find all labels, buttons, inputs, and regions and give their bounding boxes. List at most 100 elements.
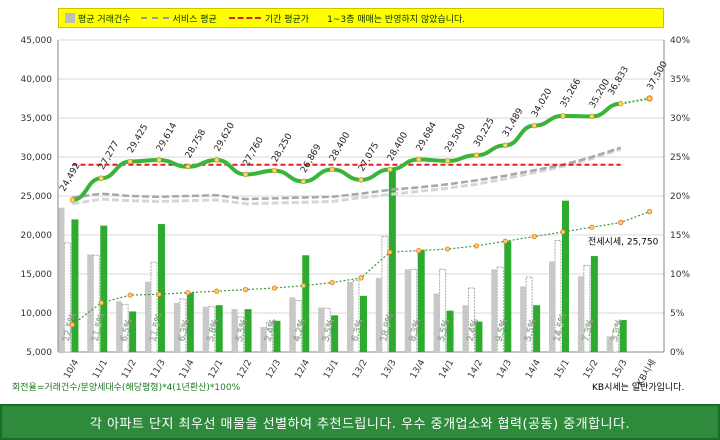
green-bar — [244, 309, 252, 352]
sale-price-label: 35,266 — [559, 77, 584, 110]
legend-service-label: 서비스 평균 — [172, 14, 217, 25]
sale-price-label: 36,833 — [607, 65, 631, 97]
right-axis-tick-label: 30% — [670, 114, 690, 124]
x-axis-tick-label: 13/4 — [409, 358, 428, 381]
jeonse-point — [589, 224, 595, 230]
legend: 평균 거래건수 서비스 평균 기간 평균가 1~3층 매매는 반영하지 않았습니… — [58, 8, 664, 28]
left-axis-tick-label: 15,000 — [21, 270, 53, 280]
jeonse-point — [242, 286, 249, 293]
x-axis-tick-label: 14/3 — [495, 358, 514, 381]
sale-price-label: 28,400 — [386, 130, 411, 163]
right-axis-tick-label: 25% — [670, 153, 690, 163]
sale-price-label: 28,758 — [184, 128, 209, 161]
legend-avg-item: 기간 평균가 — [228, 12, 310, 25]
jeonse-point — [473, 243, 480, 249]
left-axis-tick-label: 20,000 — [21, 231, 53, 241]
gray-bar — [404, 269, 411, 352]
gray-bar — [462, 305, 469, 352]
gray-bar — [577, 276, 584, 352]
green-bar — [215, 305, 223, 352]
sale-price-point — [358, 177, 364, 183]
sale-price-label: 24,492 — [58, 161, 82, 193]
jeonse-point — [69, 322, 76, 328]
gray-bar — [231, 309, 238, 352]
green-bar — [360, 295, 367, 352]
jeonse-point — [416, 248, 422, 254]
legend-bar-item: 평균 거래건수 — [65, 12, 131, 25]
jeonse-point — [358, 275, 364, 281]
sale-price-line — [72, 101, 621, 202]
sale-price-point — [214, 157, 220, 163]
sale-price-point — [560, 113, 566, 119]
legend-red-dash-swatch — [228, 17, 261, 19]
sale-price-label: 30,225 — [472, 116, 496, 148]
x-axis-tick-label: 12/2 — [236, 358, 255, 381]
jeonse-point — [560, 229, 566, 235]
sale-price-point — [618, 101, 624, 107]
sale-price-label: 28,250 — [270, 132, 295, 165]
green-bar — [619, 320, 627, 352]
green-bar — [388, 168, 396, 352]
sale-price-point — [473, 152, 480, 158]
gray-outline-bar — [323, 307, 331, 353]
sale-price-point — [271, 167, 278, 174]
green-bar — [71, 219, 79, 352]
sale-price-point — [416, 156, 422, 163]
green-bar — [475, 321, 483, 352]
jeonse-point — [444, 246, 451, 252]
right-axis-tick-label: 10% — [670, 270, 690, 280]
green-bar — [533, 305, 541, 352]
sale-price-point — [502, 142, 508, 149]
sale-price-label: 29,614 — [155, 121, 180, 154]
gray-outline-bar — [467, 287, 475, 353]
right-axis-tick-label: 35% — [670, 75, 690, 85]
green-bar — [100, 225, 108, 352]
kb-note: KB시세는 일반가입니다. — [592, 381, 684, 393]
gray-bar — [202, 306, 209, 352]
jeonse-point — [271, 285, 278, 291]
green-bar — [302, 255, 310, 352]
gray-outline-bar — [294, 300, 302, 353]
gray-bar — [375, 277, 382, 352]
jeonse-point — [646, 209, 653, 215]
sale-price-point — [242, 171, 249, 178]
gray-bar — [433, 293, 440, 352]
green-bar — [446, 310, 454, 352]
jeonse-point — [300, 283, 306, 289]
gray-bar — [145, 281, 151, 352]
x-axis-tick-label: 13/3 — [380, 358, 399, 381]
x-axis-tick-label: 14/4 — [524, 358, 543, 381]
x-axis-tick-label: 15/1 — [553, 358, 572, 381]
left-axis-tick-label: 35,000 — [21, 114, 53, 124]
right-axis-tick-label: 40% — [670, 36, 690, 46]
x-axis-tick-label: 12/3 — [264, 358, 283, 381]
sale-price-label: 28,400 — [328, 130, 353, 163]
gray-outline-bar — [121, 303, 129, 353]
sale-price-label: 29,425 — [126, 123, 150, 155]
legend-bar-swatch — [65, 13, 75, 23]
x-axis-tick-label: 15/2 — [582, 358, 601, 381]
legend-note: 1~3층 매매는 반영하지 않았습니다. — [327, 14, 466, 25]
sale-price-label: 29,684 — [415, 120, 440, 153]
left-axis-tick-label: 30,000 — [21, 153, 53, 163]
legend-avg-label: 기간 평균가 — [264, 14, 310, 25]
green-bar — [186, 292, 194, 352]
service-avg-line — [72, 146, 622, 201]
gray-bar — [58, 207, 65, 352]
jeonse-point — [531, 233, 537, 240]
legend-bar-label: 평균 거래건수 — [78, 14, 131, 25]
left-axis-tick-label: 10,000 — [21, 309, 53, 319]
left-axis-tick-label: 45,000 — [21, 36, 53, 46]
gray-bar — [520, 286, 527, 352]
x-axis-tick-label: 12/1 — [207, 358, 226, 381]
right-axis-tick-label: 20% — [670, 192, 690, 202]
footer-text: 각 아파트 단지 최우선 매물을 선별하여 추천드립니다. 우수 중개업소와 협… — [89, 416, 631, 432]
sale-price-point — [185, 163, 191, 170]
sale-price-point — [589, 113, 595, 120]
sale-price-point — [98, 175, 104, 181]
left-axis-tick-label: 40,000 — [21, 75, 53, 85]
x-axis-tick-label: 14/2 — [466, 358, 485, 381]
x-axis-tick-label: 12/4 — [293, 358, 312, 381]
gray-dashed-light-line — [72, 147, 622, 206]
